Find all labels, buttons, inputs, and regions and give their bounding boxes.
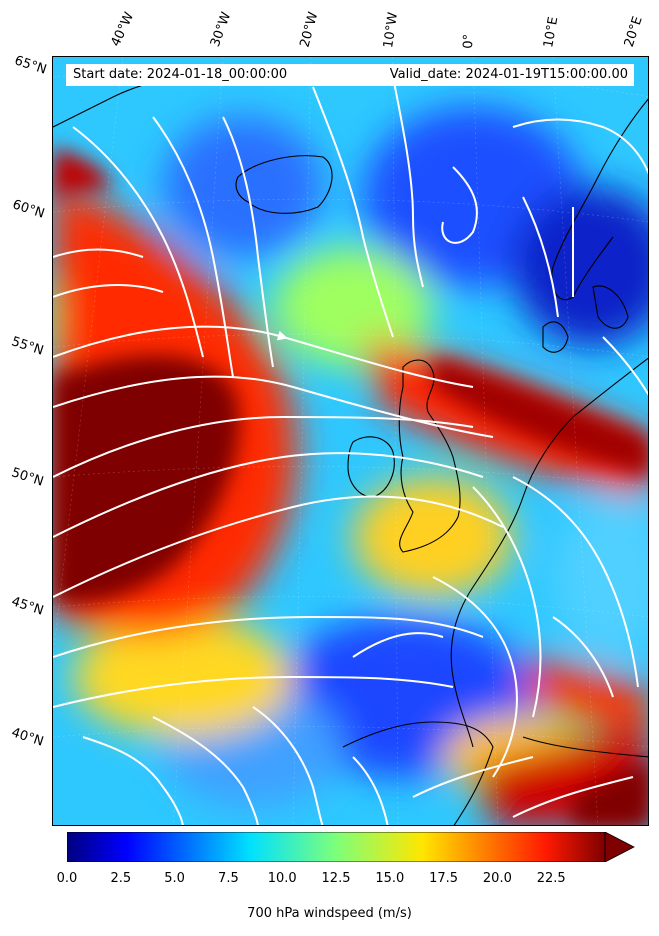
date-info-bar: Start date: 2024-01-18_00:00:00 Valid_da… [66, 64, 634, 86]
lon-label-20w: 20°W [297, 10, 322, 49]
lat-label-55n: 55°N [9, 334, 46, 359]
lon-label-10w: 10°W [381, 11, 401, 49]
colorbar-tick-label: 15.0 [375, 871, 405, 886]
windspeed-map [52, 56, 649, 826]
jet-core [53, 147, 648, 825]
colorbar-label: 700 hPa windspeed (m/s) [247, 906, 412, 921]
lon-label-0: 0° [461, 33, 477, 49]
lon-label-10e: 10°E [541, 15, 562, 49]
lon-label-30w: 30°W [207, 10, 235, 49]
colorbar-tick-label: 5.0 [164, 871, 185, 886]
lat-label-50n: 50°N [9, 465, 46, 490]
lon-label-20e: 20°E [621, 14, 646, 50]
lat-label-65n: 65°N [12, 53, 49, 78]
colorbar-tick-label: 7.5 [218, 871, 239, 886]
colorbar [67, 832, 635, 862]
colorbar-tick-label: 17.5 [429, 871, 459, 886]
lat-label-60n: 60°N [10, 197, 47, 222]
colorbar-tick-label: 2.5 [110, 871, 132, 886]
map-canvas [53, 57, 648, 825]
graticule [53, 57, 648, 825]
colorbar-tick-label: 10.0 [267, 871, 297, 886]
streamlines [53, 76, 648, 825]
colorbar-tick-label: 20.0 [482, 871, 512, 886]
colorbar-tick-label: 22.5 [536, 871, 566, 886]
start-date-text: Start date: 2024-01-18_00:00:00 [73, 67, 288, 82]
colorbar-tick-label: 12.5 [321, 871, 351, 886]
colorbar-extend-arrow [604, 832, 635, 862]
lat-label-45n: 45°N [9, 594, 46, 619]
coastlines [53, 76, 648, 825]
colorbar-gradient [67, 832, 606, 862]
lat-label-40n: 40°N [9, 725, 46, 750]
valid-date-text: Valid_date: 2024-01-19T15:00:00.00 [389, 67, 628, 82]
colorbar-tick-label: 0.0 [56, 871, 78, 886]
lon-label-40w: 40°W [108, 10, 138, 49]
